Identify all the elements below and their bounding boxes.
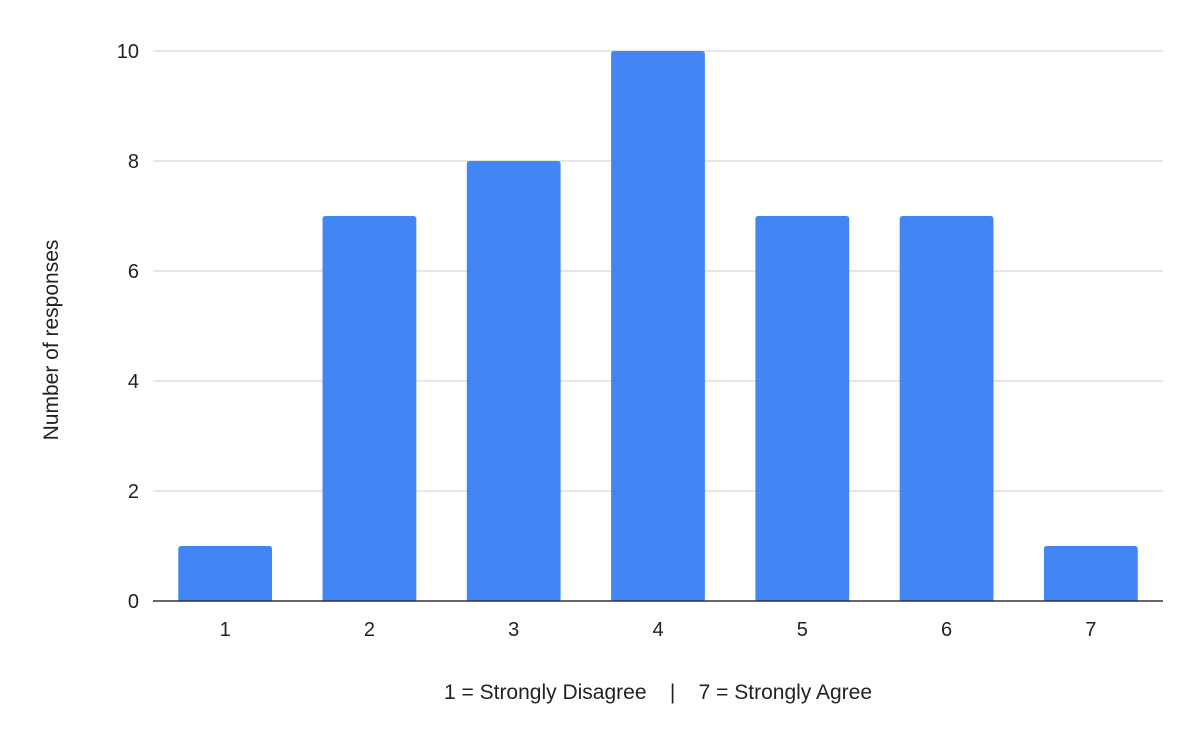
x-tick-label: 5: [797, 619, 808, 641]
y-tick-label: 10: [117, 41, 139, 63]
bar-6: [899, 216, 994, 601]
bar-4: [611, 51, 705, 601]
y-tick-label: 0: [128, 591, 139, 613]
x-tick-labels: 1 2 3 4 5 6 7: [220, 619, 1097, 641]
y-axis-title: Number of responses: [40, 240, 63, 441]
x-tick-label: 4: [652, 619, 663, 641]
y-tick-label: 8: [128, 151, 139, 173]
bar-5: [755, 216, 850, 601]
x-tick-label: 6: [941, 619, 952, 641]
x-tick-label: 1: [220, 619, 231, 641]
bars: [178, 51, 1138, 601]
x-axis-title: 1 = Strongly Disagree | 7 = Strongly Agr…: [444, 681, 872, 704]
x-tick-label: 3: [508, 619, 519, 641]
x-tick-label: 2: [364, 619, 375, 641]
y-tick-labels: 0 2 4 6 8 10: [117, 41, 139, 613]
x-tick-label: 7: [1085, 619, 1096, 641]
bar-1: [178, 546, 273, 601]
bar-2: [322, 216, 417, 601]
bar-7: [1043, 546, 1138, 601]
y-tick-label: 2: [128, 481, 139, 503]
bar-3: [466, 161, 561, 601]
y-tick-label: 6: [128, 261, 139, 283]
y-tick-label: 4: [128, 371, 139, 393]
